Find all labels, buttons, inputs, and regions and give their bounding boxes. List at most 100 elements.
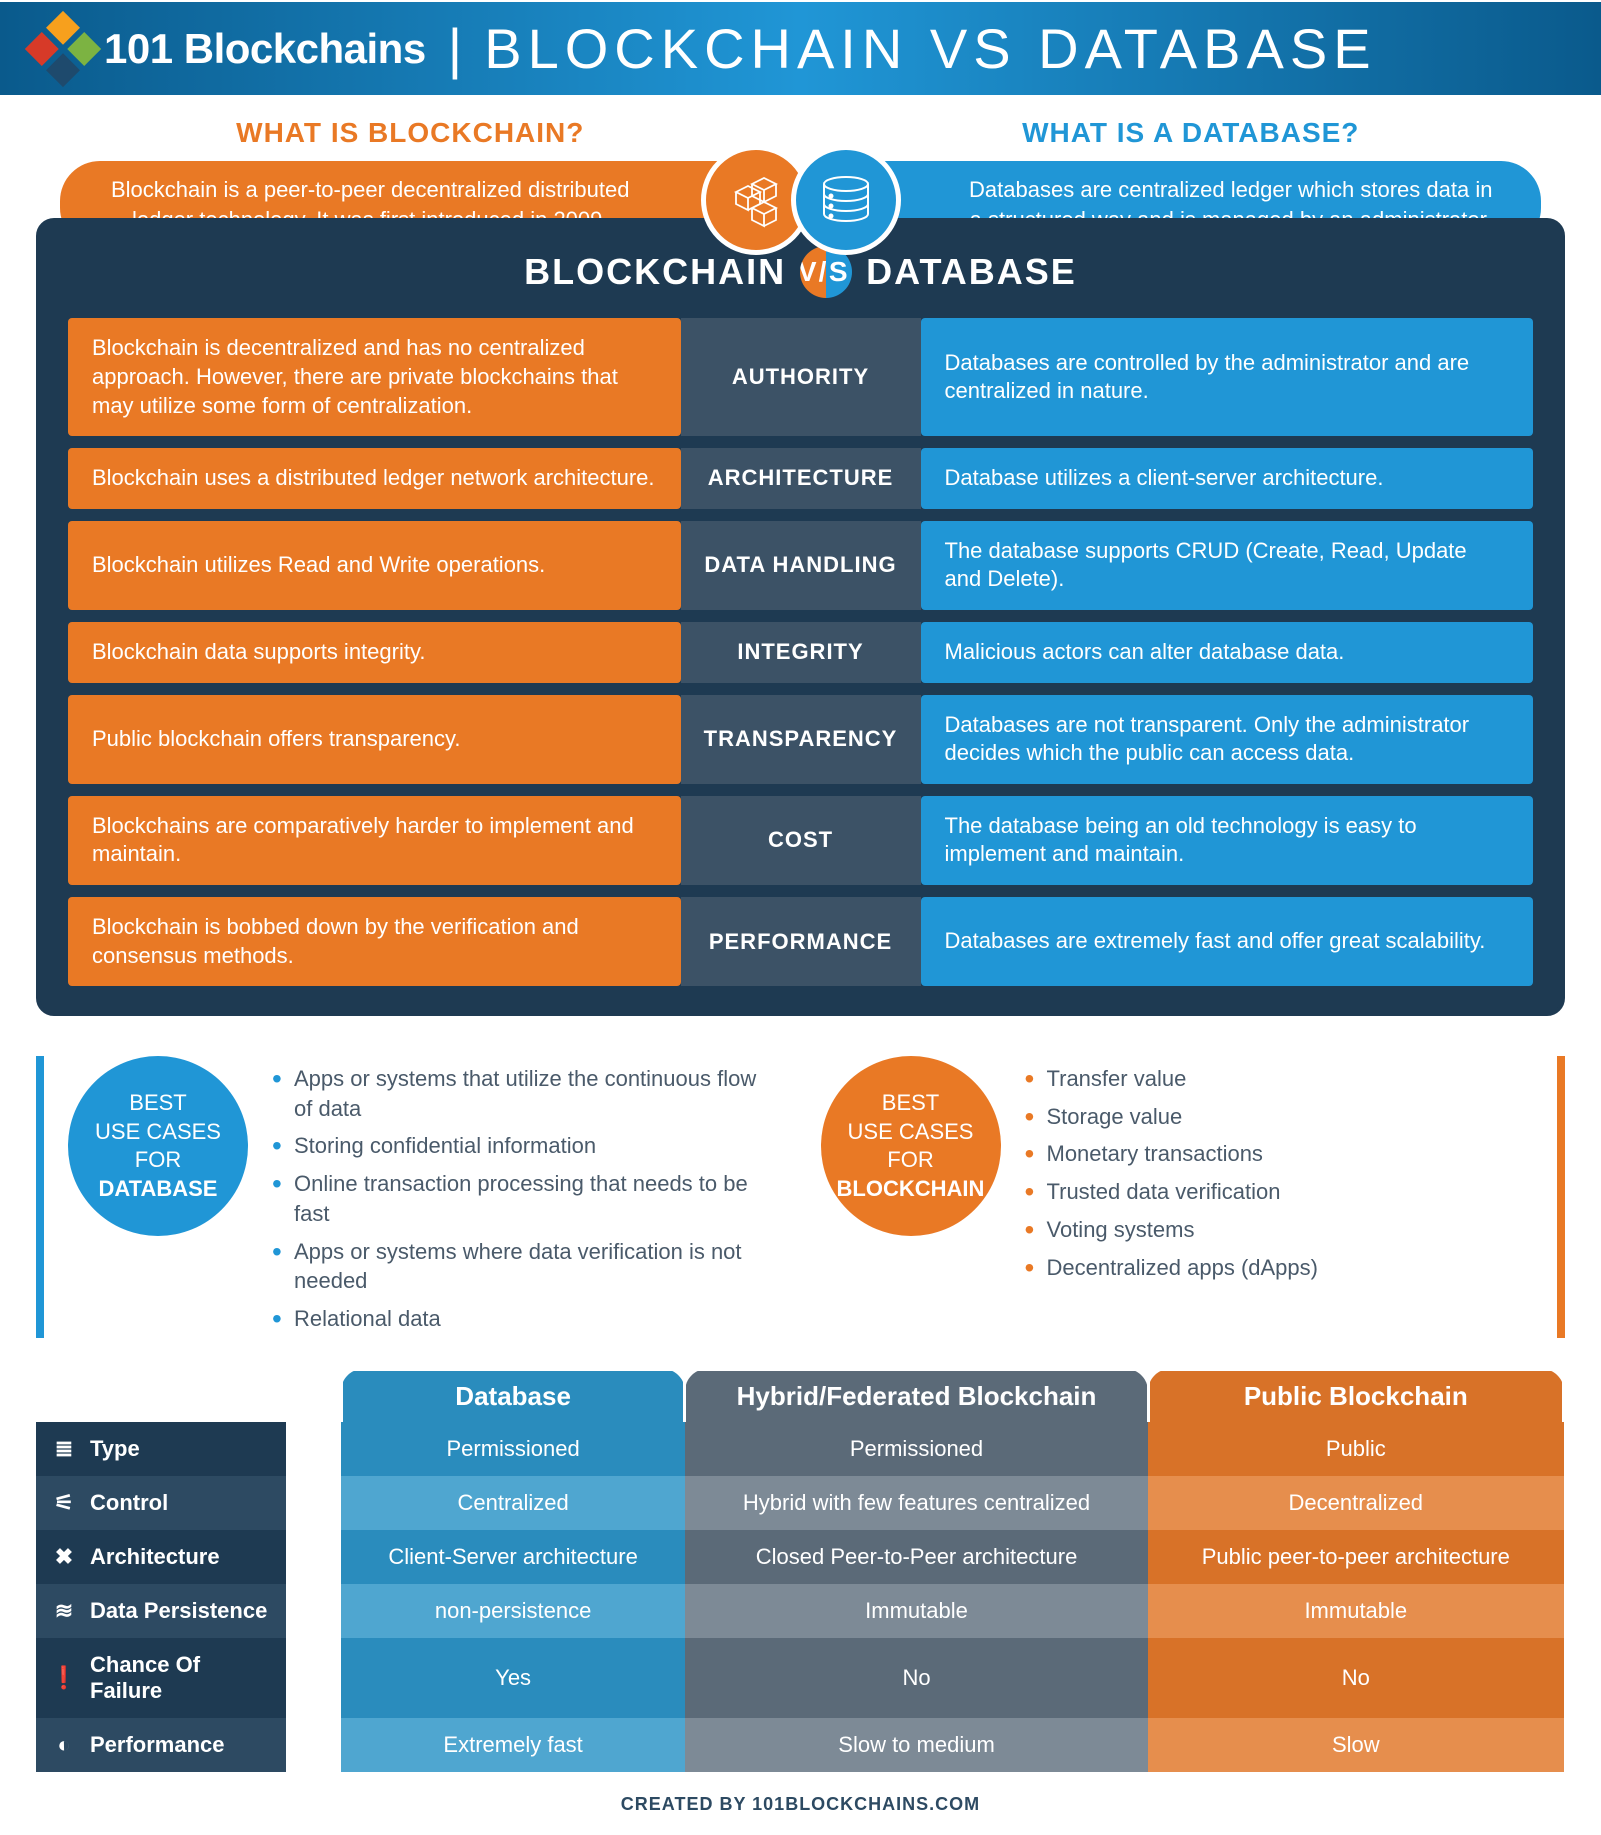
table-row: ⚟Control CentralizedHybrid with few featu… <box>36 1476 1564 1530</box>
cmp-title-left: BLOCKCHAIN <box>524 251 786 293</box>
logo-block: 101 Blockchains <box>36 22 426 76</box>
list-item: Monetary transactions <box>1025 1135 1318 1173</box>
comparison-row: Blockchain data supports integrity.INTEG… <box>68 622 1533 683</box>
header-divider: | <box>448 16 463 81</box>
header: 101 Blockchains | BLOCKCHAIN VS DATABASE <box>0 0 1601 99</box>
list-item: Apps or systems that utilize the continu… <box>272 1060 781 1127</box>
logo-icon <box>25 10 101 86</box>
table-cell: Immutable <box>1148 1584 1563 1638</box>
list-item: Trusted data verification <box>1025 1173 1318 1211</box>
comparison-box: BLOCKCHAIN V/ S DATABASE Blockchain is d… <box>36 218 1565 1016</box>
table-cell: No <box>1148 1638 1563 1718</box>
table-cell: Slow <box>1148 1718 1563 1772</box>
table-row: ≋Data Persistencenon-persistenceImmutabl… <box>36 1584 1564 1638</box>
table-cell: Closed Peer-to-Peer architecture <box>685 1530 1148 1584</box>
cmp-right: Malicious actors can alter database data… <box>921 622 1534 683</box>
cmp-right: Database utilizes a client-server archit… <box>921 448 1534 509</box>
usecases-database: BEST USE CASES FOR DATABASE Apps or syst… <box>36 1056 781 1338</box>
list-icon: ≣ <box>52 1436 76 1462</box>
table-cell: No <box>685 1638 1148 1718</box>
table-cell: Hybrid with few features centralized <box>685 1476 1148 1530</box>
row-header: ◐Performance <box>36 1718 286 1772</box>
row-header: ✖Architecture <box>36 1530 286 1584</box>
cmp-left: Blockchain data supports integrity. <box>68 622 681 683</box>
list-item: Storing confidential information <box>272 1127 781 1165</box>
intro-question-database: WHAT IS A DATABASE? <box>821 117 1562 149</box>
vs-left: V/ <box>800 246 826 298</box>
footer-site: 101BLOCKCHAINS.COM <box>752 1794 980 1814</box>
table-row: ✖Architecture Client-Server architectureC… <box>36 1530 1564 1584</box>
table-cell: Permissioned <box>685 1422 1148 1476</box>
table-cell: Yes <box>341 1638 685 1718</box>
cmp-left: Blockchain utilizes Read and Write opera… <box>68 521 681 610</box>
table-cell: Immutable <box>685 1584 1148 1638</box>
footer-prefix: CREATED BY <box>621 1794 752 1814</box>
cmp-category: ARCHITECTURE <box>681 448 921 509</box>
row-header: ≣Type <box>36 1422 286 1476</box>
col-database: Database <box>341 1369 685 1422</box>
cmp-category: PERFORMANCE <box>681 897 921 986</box>
col-hybrid: Hybrid/Federated Blockchain <box>685 1369 1148 1422</box>
table-cell: Slow to medium <box>685 1718 1148 1772</box>
cmp-right: Databases are not transparent. Only the … <box>921 695 1534 784</box>
cmp-category: INTEGRITY <box>681 622 921 683</box>
cmp-left: Blockchain is bobbed down by the verific… <box>68 897 681 986</box>
database-icon <box>791 145 901 255</box>
list-item: Apps or systems where data verification … <box>272 1233 781 1300</box>
comparison-row: Blockchain is decentralized and has no c… <box>68 318 1533 436</box>
footer: CREATED BY 101BLOCKCHAINS.COM <box>0 1782 1601 1835</box>
cmp-right: Databases are controlled by the administ… <box>921 318 1534 436</box>
list-item: Storage value <box>1025 1098 1318 1136</box>
table-row: ◐Performance Extremely fastSlow to medium… <box>36 1718 1564 1772</box>
table-cell: Public peer-to-peer architecture <box>1148 1530 1563 1584</box>
row-header: ❗Chance Of Failure <box>36 1638 286 1718</box>
cmp-category: DATA HANDLING <box>681 521 921 610</box>
cmp-category: AUTHORITY <box>681 318 921 436</box>
page-title: BLOCKCHAIN VS DATABASE <box>484 16 1376 81</box>
table-cell: Permissioned <box>341 1422 685 1476</box>
row-header: ≋Data Persistence <box>36 1584 286 1638</box>
bottom-table: Database Hybrid/Federated Blockchain Pub… <box>36 1368 1565 1772</box>
table-cell: Decentralized <box>1148 1476 1563 1530</box>
table-cell: non-persistence <box>341 1584 685 1638</box>
comparison-row: Blockchain utilizes Read and Write opera… <box>68 521 1533 610</box>
table-row: ≣TypePermissionedPermissionedPublic <box>36 1422 1564 1476</box>
cmp-right: The database being an old technology is … <box>921 796 1534 885</box>
comparison-row: Blockchain is bobbed down by the verific… <box>68 897 1533 986</box>
uc-list-database: Apps or systems that utilize the continu… <box>272 1056 781 1338</box>
list-item: Relational data <box>272 1300 781 1338</box>
cmp-category: TRANSPARENCY <box>681 695 921 784</box>
brand-name: 101 Blockchains <box>104 25 426 73</box>
cmp-left: Blockchain is decentralized and has no c… <box>68 318 681 436</box>
uc-badge-blockchain: BEST USE CASES FOR BLOCKCHAIN <box>821 1056 1001 1236</box>
row-header: ⚟Control <box>36 1476 286 1530</box>
uc-list-blockchain: Transfer valueStorage valueMonetary tran… <box>1025 1056 1318 1286</box>
list-item: Transfer value <box>1025 1060 1318 1098</box>
comparison-header: BLOCKCHAIN V/ S DATABASE <box>40 222 1561 318</box>
table-cell: Centralized <box>341 1476 685 1530</box>
table-cell: Extremely fast <box>341 1718 685 1772</box>
cmp-right: The database supports CRUD (Create, Read… <box>921 521 1534 610</box>
list-item: Online transaction processing that needs… <box>272 1165 781 1232</box>
comparison-row: Blockchains are comparatively harder to … <box>68 796 1533 885</box>
cmp-left: Blockchains are comparatively harder to … <box>68 796 681 885</box>
cmp-right: Databases are extremely fast and offer g… <box>921 897 1534 986</box>
cmp-category: COST <box>681 796 921 885</box>
slider-icon: ⚟ <box>52 1490 76 1516</box>
intro-question-blockchain: WHAT IS BLOCKCHAIN? <box>40 117 781 149</box>
cmp-left: Blockchain uses a distributed ledger net… <box>68 448 681 509</box>
alert-icon: ❗ <box>52 1665 76 1691</box>
comparison-row: Blockchain uses a distributed ledger net… <box>68 448 1533 509</box>
comparison-section: BLOCKCHAIN V/ S DATABASE Blockchain is d… <box>0 218 1601 1016</box>
bottom-table-section: Database Hybrid/Federated Blockchain Pub… <box>0 1368 1601 1782</box>
table-row: ❗Chance Of FailureYesNoNo <box>36 1638 1564 1718</box>
uc-badge-database: BEST USE CASES FOR DATABASE <box>68 1056 248 1236</box>
cmp-left: Public blockchain offers transparency. <box>68 695 681 784</box>
usecases-section: BEST USE CASES FOR DATABASE Apps or syst… <box>0 1016 1601 1368</box>
table-cell: Client-Server architecture <box>341 1530 685 1584</box>
cmp-title-right: DATABASE <box>866 251 1077 293</box>
page: 101 Blockchains | BLOCKCHAIN VS DATABASE… <box>0 0 1601 1835</box>
list-item: Decentralized apps (dApps) <box>1025 1249 1318 1287</box>
tools-icon: ✖ <box>52 1544 76 1570</box>
comparison-row: Public blockchain offers transparency.TR… <box>68 695 1533 784</box>
